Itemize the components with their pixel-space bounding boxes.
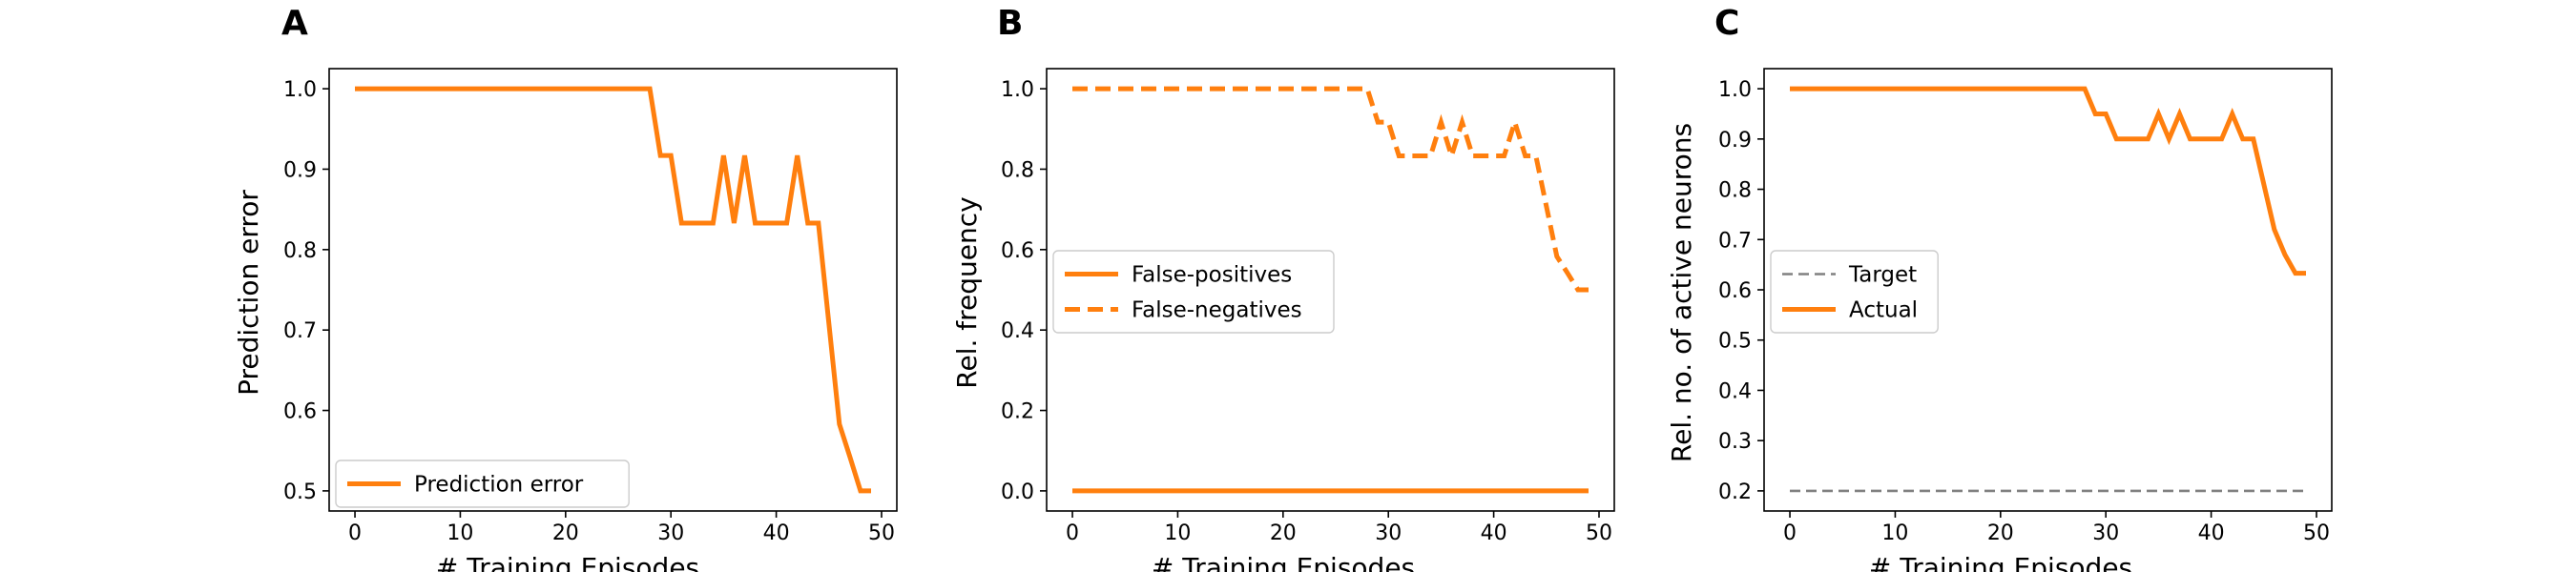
x-tick-label-a-5: 50 [868, 521, 895, 545]
x-axis-label-a: # Training Episodes [436, 552, 699, 572]
y-tick-label-c-2: 0.4 [1718, 379, 1752, 403]
y-tick-label-c-6: 0.8 [1718, 179, 1752, 203]
x-tick-label-b-2: 20 [1270, 521, 1297, 545]
y-axis-label-c: Rel. no. of active neurons [1666, 123, 1697, 462]
y-tick-label-a-2: 0.7 [283, 319, 317, 343]
x-tick-label-a-4: 40 [763, 521, 790, 545]
legend-label-b-0: False-positives [1132, 263, 1292, 288]
y-tick-label-b-4: 0.8 [1001, 158, 1034, 182]
panel-c: C 0 10 20 30 40 50 0.2 0.3 0.4 0.5 0.6 0.7 0.8 0.9 1.0… [1666, 4, 2333, 572]
legend-a: Prediction error [335, 460, 630, 508]
series-line-c-1 [1790, 86, 2306, 276]
x-tick-label-b-4: 40 [1481, 521, 1507, 545]
y-tick-label-c-4: 0.6 [1718, 279, 1752, 303]
legend-box-a [335, 460, 630, 508]
x-tick-label-b-1: 10 [1164, 521, 1191, 545]
y-tick-label-b-1: 0.2 [1001, 400, 1034, 424]
x-tick-label-c-1: 10 [1881, 521, 1908, 545]
legend-box-b [1052, 250, 1335, 334]
y-axis-label-a: Prediction error [233, 190, 264, 396]
x-tick-label-c-0: 0 [1783, 521, 1797, 545]
y-axis-label-b: Rel. frequency [951, 196, 983, 388]
legend-b: False-positives False-negatives [1052, 250, 1335, 334]
x-tick-label-c-2: 20 [1987, 521, 2014, 545]
panel-b: B 0 10 20 30 40 50 0.0 0.2 0.4 0.6 0.8 1.0 False-pos… [951, 4, 1615, 572]
y-tick-label-c-3: 0.5 [1718, 330, 1752, 354]
x-tick-label-c-4: 40 [2198, 521, 2225, 545]
panel-a: A 0 10 20 30 40 50 0.5 0.6 0.7 0.8 0.9 1.0 Predictio… [233, 4, 898, 572]
y-tick-label-c-5: 0.7 [1718, 229, 1752, 253]
x-tick-label-a-1: 10 [447, 521, 473, 545]
series-line-a-0 [355, 86, 871, 494]
panel-letter-b: B [997, 4, 1023, 43]
panel-letter-a: A [281, 4, 308, 43]
y-tick-label-c-0: 0.2 [1718, 480, 1752, 504]
y-tick-label-a-3: 0.8 [283, 239, 317, 263]
x-tick-label-a-0: 0 [348, 521, 362, 545]
y-tick-label-c-8: 1.0 [1718, 78, 1752, 102]
legend-box-c [1770, 250, 1939, 334]
legend-label-b-1: False-negatives [1132, 298, 1302, 323]
series-line-b-1 [1072, 86, 1589, 293]
x-tick-label-b-3: 30 [1375, 521, 1402, 545]
legend-label-a-0: Prediction error [414, 473, 584, 498]
plot-frame-a [328, 68, 898, 512]
y-tick-label-a-0: 0.5 [283, 480, 317, 504]
y-tick-label-b-0: 0.0 [1001, 480, 1034, 504]
y-tick-label-b-5: 1.0 [1001, 78, 1034, 102]
panel-letter-c: C [1714, 4, 1739, 43]
legend-c: Target Actual [1770, 250, 1939, 334]
y-tick-label-a-1: 0.6 [283, 400, 317, 424]
y-tick-label-b-3: 0.6 [1001, 239, 1034, 263]
y-tick-label-c-7: 0.9 [1718, 129, 1752, 153]
x-tick-label-c-5: 50 [2303, 521, 2330, 545]
x-tick-label-a-2: 20 [552, 521, 579, 545]
legend-label-c-0: Target [1848, 263, 1917, 288]
y-tick-label-a-4: 0.9 [283, 158, 317, 182]
x-tick-label-c-3: 30 [2092, 521, 2119, 545]
y-tick-label-b-2: 0.4 [1001, 319, 1034, 343]
plot-frame-b [1046, 68, 1615, 512]
y-tick-label-a-5: 1.0 [283, 78, 317, 102]
y-tick-label-c-1: 0.3 [1718, 430, 1752, 454]
x-tick-label-a-3: 30 [657, 521, 684, 545]
x-tick-label-b-0: 0 [1066, 521, 1079, 545]
x-axis-label-c: # Training Episodes [1869, 552, 2132, 572]
legend-label-c-1: Actual [1849, 298, 1918, 323]
x-axis-label-b: # Training Episodes [1152, 552, 1415, 572]
x-tick-label-b-5: 50 [1586, 521, 1612, 545]
